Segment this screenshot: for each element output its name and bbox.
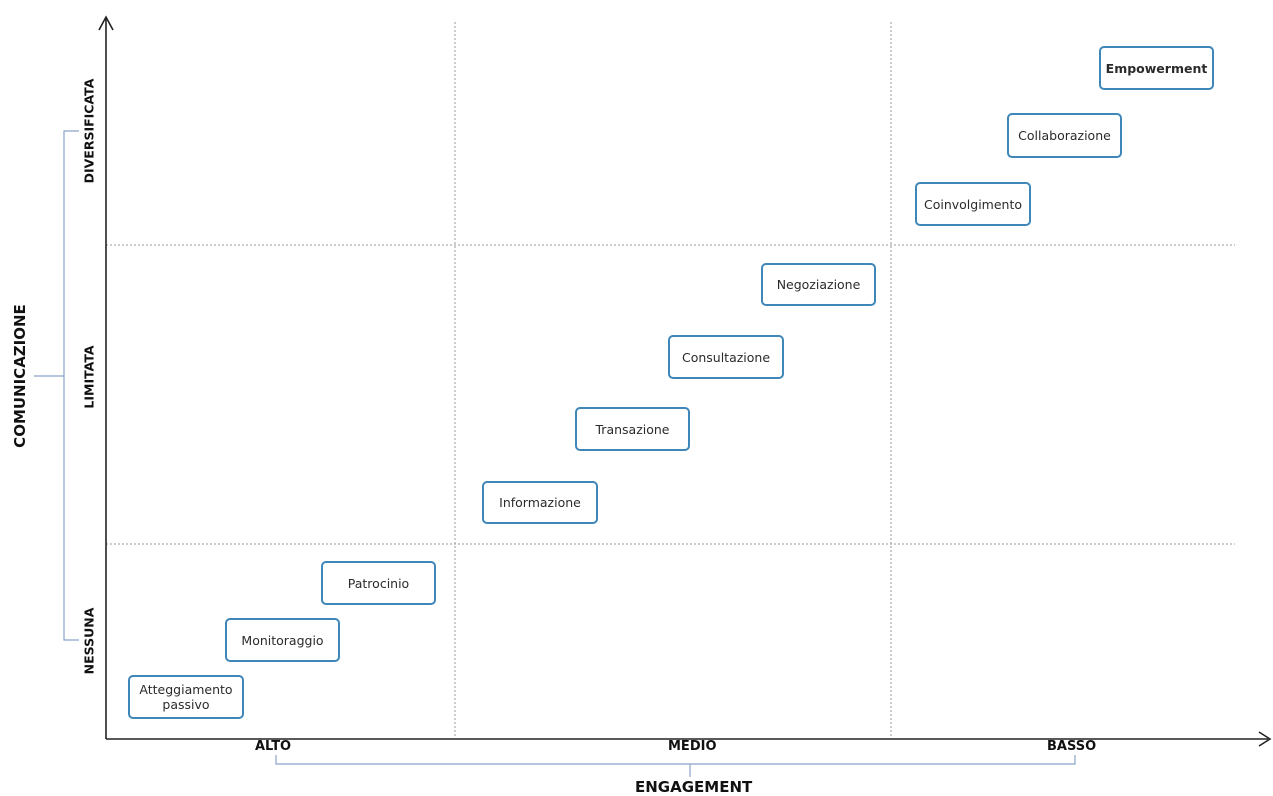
x-level-medio: MEDIO [668,739,717,754]
stage-empowerment: Empowerment [1099,46,1214,90]
y-axis-title: COMUNICAZIONE [11,304,29,448]
y-level-diversificata: DIVERSIFICATA [81,78,97,184]
y-level-limitata: LIMITATA [81,345,97,409]
x-bracket [275,755,1076,765]
stage-coinvolgimento: Coinvolgimento [915,182,1031,226]
stage-patrocinio: Patrocinio [321,561,436,605]
stage-negoziazione: Negoziazione [761,263,876,306]
stage-informazione: Informazione [482,481,598,524]
stage-consultazione: Consultazione [668,335,784,379]
stage-transazione: Transazione [575,407,690,451]
y-axis-arrow [98,15,114,31]
x-axis-title: ENGAGEMENT [635,778,753,796]
x-axis-arrow [1258,731,1272,747]
stage-collaborazione: Collaborazione [1007,113,1122,158]
stage-monitoraggio: Monitoraggio [225,618,340,662]
stage-atteggiamento-passivo: Atteggiamento passivo [128,675,244,719]
x-level-basso: BASSO [1047,739,1097,754]
x-level-alto: ALTO [255,739,292,754]
y-level-nessuna: NESSUNA [81,607,97,675]
y-bracket [63,130,79,641]
